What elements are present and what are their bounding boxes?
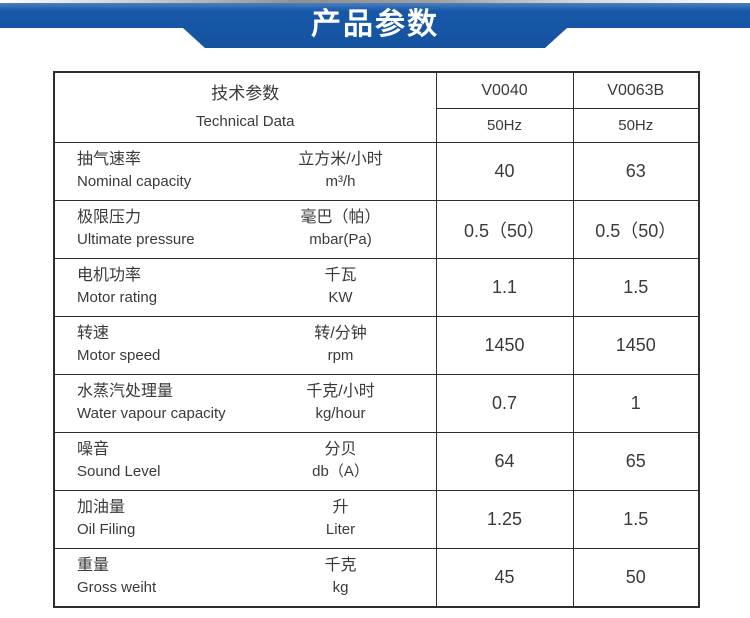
param-name-en: Ultimate pressure [77, 231, 195, 248]
param-name-en: Water vapour capacity [77, 405, 226, 422]
param-name-cn: 水蒸汽处理量 [77, 383, 174, 400]
param-name-cn: 电机功率 [77, 267, 142, 284]
section-banner: 产品参数 [0, 0, 750, 48]
spec-row-ultimate-pressure: 极限压力 Ultimate pressure 毫巴（帕） mbar(Pa) 0.… [53, 200, 700, 259]
param-name-cn: 转速 [77, 325, 110, 342]
value-v0063b: 1.5 [572, 490, 700, 549]
param-unit-cn: 千克 [324, 557, 357, 574]
param-unit-en: mbar(Pa) [309, 231, 372, 248]
param-unit-en: db（A） [312, 463, 369, 480]
param-unit-cn: 千瓦 [324, 267, 357, 284]
spec-row-oil-filing: 加油量 Oil Filing 升 Liter 1.25 1.5 [53, 490, 700, 549]
metallic-strip [0, 0, 750, 3]
value-v0063b: 63 [572, 142, 700, 201]
spec-row-motor-rating: 电机功率 Motor rating 千瓦 KW 1.1 1.5 [53, 258, 700, 317]
param-name-cn: 重量 [77, 557, 110, 574]
param-unit-cn: 千克/小时 [306, 383, 375, 400]
header-freq-row: 50Hz 50Hz [54, 108, 700, 143]
model-freq-v0040: 50Hz [435, 108, 574, 143]
param-unit-en: kg [332, 579, 349, 596]
header-model-row: 技术参数 Technical Data V0040 V0063B [53, 71, 700, 143]
header-param-cell: 技术参数 Technical Data [53, 71, 437, 143]
param-name-cn: 抽气速率 [77, 151, 142, 168]
value-v0040: 1.25 [435, 490, 574, 549]
param-unit-en: kg/hour [315, 405, 366, 422]
param-name-en: Nominal capacity [77, 173, 192, 190]
spec-row-sound-level: 噪音 Sound Level 分贝 db（A） 64 65 [53, 432, 700, 491]
section-title: 产品参数 [311, 8, 439, 41]
model-name-v0040: V0040 [435, 71, 574, 109]
spec-row-water-vapour-capacity: 水蒸汽处理量 Water vapour capacity 千克/小时 kg/ho… [53, 374, 700, 433]
value-v0040: 1.1 [435, 258, 574, 317]
value-v0063b: 0.5（50） [572, 200, 700, 259]
param-name-en: Motor speed [77, 347, 161, 364]
spec-row-nominal-capacity: 抽气速率 Nominal capacity 立方米/小时 m³/h 40 63 [53, 142, 700, 201]
model-freq-v0063b: 50Hz [572, 108, 700, 143]
param-unit-en: m³/h [325, 173, 356, 190]
value-v0040: 1450 [435, 316, 574, 375]
param-unit-cn: 立方米/小时 [298, 151, 383, 168]
value-v0040: 45 [435, 548, 574, 608]
value-v0063b: 1450 [572, 316, 700, 375]
param-name-cn: 极限压力 [77, 209, 142, 226]
spec-row-motor-speed: 转速 Motor speed 转/分钟 rpm 1450 1450 [53, 316, 700, 375]
param-unit-cn: 毫巴（帕） [300, 209, 381, 226]
param-unit-cn: 分贝 [324, 441, 357, 458]
value-v0040: 40 [435, 142, 574, 201]
value-v0063b: 50 [572, 548, 700, 608]
value-v0063b: 65 [572, 432, 700, 491]
spec-table: 技术参数 Technical Data V0040 V0063B 50Hz 50… [53, 71, 700, 608]
param-name-en: Gross weiht [77, 579, 157, 596]
param-name-cn: 噪音 [77, 441, 110, 458]
value-v0040: 0.5（50） [435, 200, 574, 259]
value-v0063b: 1.5 [572, 258, 700, 317]
param-name-en: Sound Level [77, 463, 161, 480]
value-v0040: 0.7 [435, 374, 574, 433]
param-unit-en: rpm [327, 347, 354, 364]
param-header-en: Technical Data [196, 112, 295, 130]
value-v0040: 64 [435, 432, 574, 491]
value-v0063b: 1 [572, 374, 700, 433]
param-name-en: Oil Filing [77, 521, 136, 538]
param-header-cn: 技术参数 [211, 83, 280, 103]
param-unit-cn: 转/分钟 [314, 325, 367, 342]
spec-row-gross-weight: 重量 Gross weiht 千克 kg 45 50 [53, 548, 700, 608]
param-name-en: Motor rating [77, 289, 158, 306]
param-unit-cn: 升 [332, 499, 349, 516]
param-unit-en: Liter [325, 521, 356, 538]
param-name-cn: 加油量 [77, 499, 126, 516]
model-name-v0063b: V0063B [572, 71, 700, 109]
param-unit-en: KW [328, 289, 353, 306]
